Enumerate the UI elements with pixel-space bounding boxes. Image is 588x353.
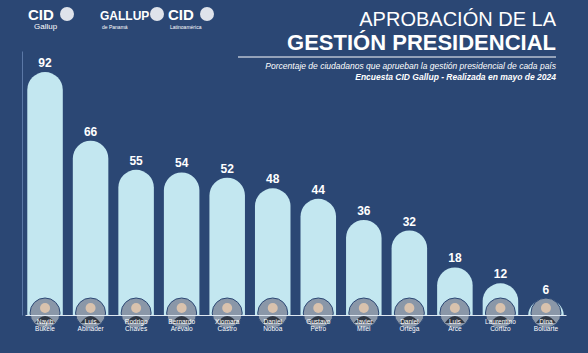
data-label: 92 <box>38 56 52 70</box>
x-tick-label: DanielNoboa <box>263 318 283 332</box>
data-label: 32 <box>403 215 417 229</box>
photo <box>30 298 60 328</box>
data-label: 44 <box>312 183 326 197</box>
logo-globe <box>60 7 74 21</box>
x-tick-label: JavierMilei <box>355 318 373 332</box>
x-tick: LaurentinoCortizo <box>485 315 516 332</box>
bar <box>209 178 245 315</box>
bar <box>27 72 63 315</box>
x-tick: DanielOrtega <box>399 315 419 333</box>
photo-face <box>268 303 278 313</box>
photo <box>167 298 197 328</box>
x-tick: LuisAbinader <box>78 315 105 332</box>
photo <box>531 298 561 328</box>
subtitle: Encuesta CID Gallup - Realizada en mayo … <box>355 72 556 82</box>
x-tick-label: BernardoArévalo <box>168 318 195 332</box>
chart: CIDGallupGALLUPde PanamáCIDLatinoamérica… <box>0 0 588 353</box>
photo-face <box>404 303 414 313</box>
x-tick-label: LuisAbinader <box>78 318 105 332</box>
photo-face <box>313 303 323 313</box>
title: APROBACIÓN DE LA <box>359 8 556 30</box>
logo-subtext: de Panamá <box>102 24 128 30</box>
x-axis-line <box>26 315 567 316</box>
photo <box>212 298 242 328</box>
x-tick-label: NayibBukele <box>35 318 55 332</box>
photo <box>121 298 151 328</box>
background <box>0 0 588 353</box>
data-label: 12 <box>494 267 508 281</box>
photo <box>440 298 470 328</box>
x-tick-label: LuisArce <box>448 318 462 332</box>
photo-face <box>40 303 50 313</box>
x-tick-label: DanielOrtega <box>399 318 419 333</box>
logo-globe <box>150 7 164 21</box>
x-tick: LuisArce <box>448 315 462 332</box>
x-axis: NayibBukele LuisAbinader RodrigoChaves Bern… <box>26 315 567 333</box>
photo-face <box>541 303 551 313</box>
data-label: 52 <box>221 162 235 176</box>
photos <box>30 298 561 328</box>
data-label: 48 <box>266 172 280 186</box>
y-axis <box>22 52 23 316</box>
logo-text: CID <box>28 6 54 23</box>
title: GESTIÓN PRESIDENCIAL <box>287 30 556 55</box>
y-axis-line <box>22 52 23 316</box>
photo <box>303 298 333 328</box>
x-tick: RodrigoChaves <box>125 315 148 332</box>
photo-face <box>450 303 460 313</box>
title-rule <box>238 57 556 58</box>
x-tick: NayibBukele <box>35 315 55 332</box>
photo <box>485 298 515 328</box>
bar <box>118 170 154 315</box>
data-label: 36 <box>357 204 371 218</box>
data-label: 6 <box>543 283 550 297</box>
photo <box>76 298 106 328</box>
bars <box>27 72 563 315</box>
x-tick: XiomaraCastro <box>215 315 240 332</box>
photo-face <box>86 303 96 313</box>
x-tick: JavierMilei <box>355 315 373 332</box>
photo-face <box>495 303 505 313</box>
data-label: 55 <box>129 154 143 168</box>
photo-face <box>359 303 369 313</box>
logo-globe <box>200 7 214 21</box>
x-tick: DinaBoluarte <box>534 315 559 332</box>
bar <box>164 172 200 315</box>
subtitle: Porcentaje de ciudadanos que aprueban la… <box>265 61 556 71</box>
x-tick-label: XiomaraCastro <box>215 318 240 332</box>
logo-subtext: Gallup <box>34 22 58 31</box>
photo <box>349 298 379 328</box>
bar <box>73 141 109 315</box>
x-tick: BernardoArévalo <box>168 315 195 332</box>
photo-face <box>131 303 141 313</box>
data-label: 66 <box>84 125 98 139</box>
photo-face <box>177 303 187 313</box>
x-tick: GustavoPetro <box>306 315 331 332</box>
x-tick: DanielNoboa <box>263 315 283 332</box>
logo-text: CID <box>168 6 194 23</box>
logos: CIDGallupGALLUPde PanamáCIDLatinoamérica <box>28 6 214 31</box>
bar <box>255 188 291 315</box>
x-tick-label: RodrigoChaves <box>125 318 148 332</box>
x-tick-label: LaurentinoCortizo <box>485 318 516 332</box>
data-label: 54 <box>175 156 189 170</box>
photo <box>258 298 288 328</box>
logo-subtext: Latinoamérica <box>170 24 202 30</box>
logo-text: GALLUP <box>100 9 149 23</box>
data-label: 18 <box>448 251 462 265</box>
x-tick-label: DinaBoluarte <box>534 318 559 332</box>
photo-face <box>222 303 232 313</box>
data-labels: 92 66 55 54 52 48 44 36 32 18 12 6 <box>38 56 549 297</box>
title-group: APROBACIÓN DE LAGESTIÓN PRESIDENCIAL Porc… <box>238 8 557 82</box>
x-tick-label: GustavoPetro <box>306 318 331 332</box>
photo <box>394 298 424 328</box>
